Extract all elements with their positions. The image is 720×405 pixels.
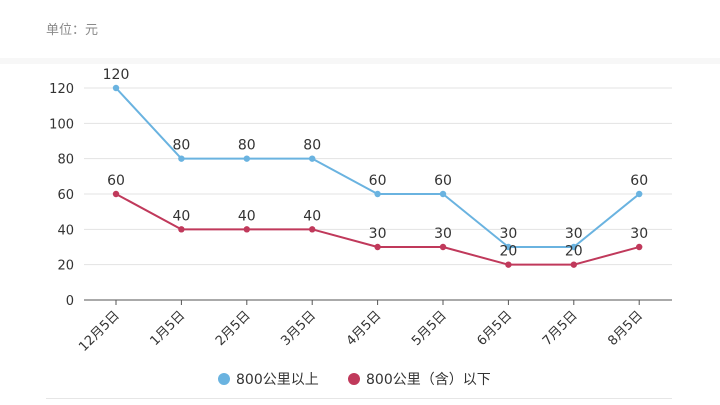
series-2-point bbox=[439, 243, 447, 251]
series-1-data-label: 60 bbox=[630, 173, 648, 189]
y-tick-label: 0 bbox=[66, 294, 74, 309]
series-1-point bbox=[374, 190, 381, 198]
series-line-1 bbox=[115, 87, 640, 248]
series-1-point bbox=[439, 190, 447, 198]
series-2-point bbox=[374, 243, 381, 251]
bottom-divider bbox=[46, 398, 672, 399]
series-1-data-label: 30 bbox=[499, 226, 517, 242]
legend-marker-1 bbox=[218, 373, 230, 385]
y-tick-label: 60 bbox=[57, 188, 74, 203]
legend-label-1: 800公里以上 bbox=[236, 372, 319, 388]
unit-label: 单位：元 bbox=[46, 23, 99, 38]
x-tick-label: 12月5日 bbox=[76, 308, 123, 355]
series-1-data-label: 80 bbox=[172, 138, 190, 154]
series-1-data-label: 80 bbox=[238, 138, 256, 154]
x-tick-label: 5月5日 bbox=[409, 308, 450, 349]
series-2-point bbox=[309, 226, 316, 233]
legend-marker-2 bbox=[348, 373, 360, 385]
x-tick-label: 4月5日 bbox=[344, 308, 385, 349]
series-2-point bbox=[112, 190, 120, 198]
series-1-point bbox=[243, 155, 250, 162]
x-tick-label: 8月5日 bbox=[605, 308, 646, 349]
series-1-point bbox=[570, 243, 577, 251]
series-1-point bbox=[178, 155, 185, 162]
x-tick-label: 1月5日 bbox=[148, 308, 189, 349]
series-1-data-label: 80 bbox=[303, 138, 321, 154]
series-2-data-label: 20 bbox=[499, 244, 517, 260]
series-2-data-label: 30 bbox=[369, 226, 387, 242]
x-tick-label: 6月5日 bbox=[475, 308, 516, 349]
series-1-point bbox=[309, 155, 316, 162]
series-2-data-label: 40 bbox=[238, 208, 256, 224]
legend-label-2: 800公里（含）以下 bbox=[366, 372, 491, 388]
series-1-data-label: 60 bbox=[369, 173, 387, 189]
y-tick-label: 20 bbox=[57, 259, 74, 274]
series-1-point bbox=[636, 190, 643, 198]
series-1-data-label: 30 bbox=[565, 226, 583, 242]
series-2-point bbox=[505, 261, 512, 268]
series-2-data-label: 30 bbox=[434, 226, 452, 242]
series-1-data-label: 60 bbox=[434, 173, 452, 189]
series-1-point bbox=[505, 243, 512, 251]
series-1-point bbox=[112, 84, 120, 92]
series-2-data-label: 40 bbox=[303, 208, 321, 224]
x-tick-label: 7月5日 bbox=[540, 308, 581, 349]
series-2-point bbox=[243, 226, 250, 233]
series-1-data-label: 120 bbox=[103, 67, 130, 83]
series-2-data-label: 40 bbox=[172, 208, 190, 224]
y-tick-label: 80 bbox=[57, 153, 74, 168]
top-divider bbox=[0, 58, 720, 64]
series-2-point bbox=[178, 226, 185, 233]
x-tick-label: 3月5日 bbox=[278, 308, 319, 349]
y-tick-label: 120 bbox=[49, 82, 74, 97]
series-2-point bbox=[570, 261, 577, 268]
series-2-point bbox=[636, 243, 643, 251]
series-2-data-label: 30 bbox=[630, 226, 648, 242]
series-2-data-label: 60 bbox=[107, 173, 125, 189]
y-tick-label: 100 bbox=[49, 117, 74, 132]
series-2-data-label: 20 bbox=[565, 244, 583, 260]
y-tick-label: 40 bbox=[57, 223, 74, 238]
x-tick-label: 2月5日 bbox=[213, 308, 254, 349]
